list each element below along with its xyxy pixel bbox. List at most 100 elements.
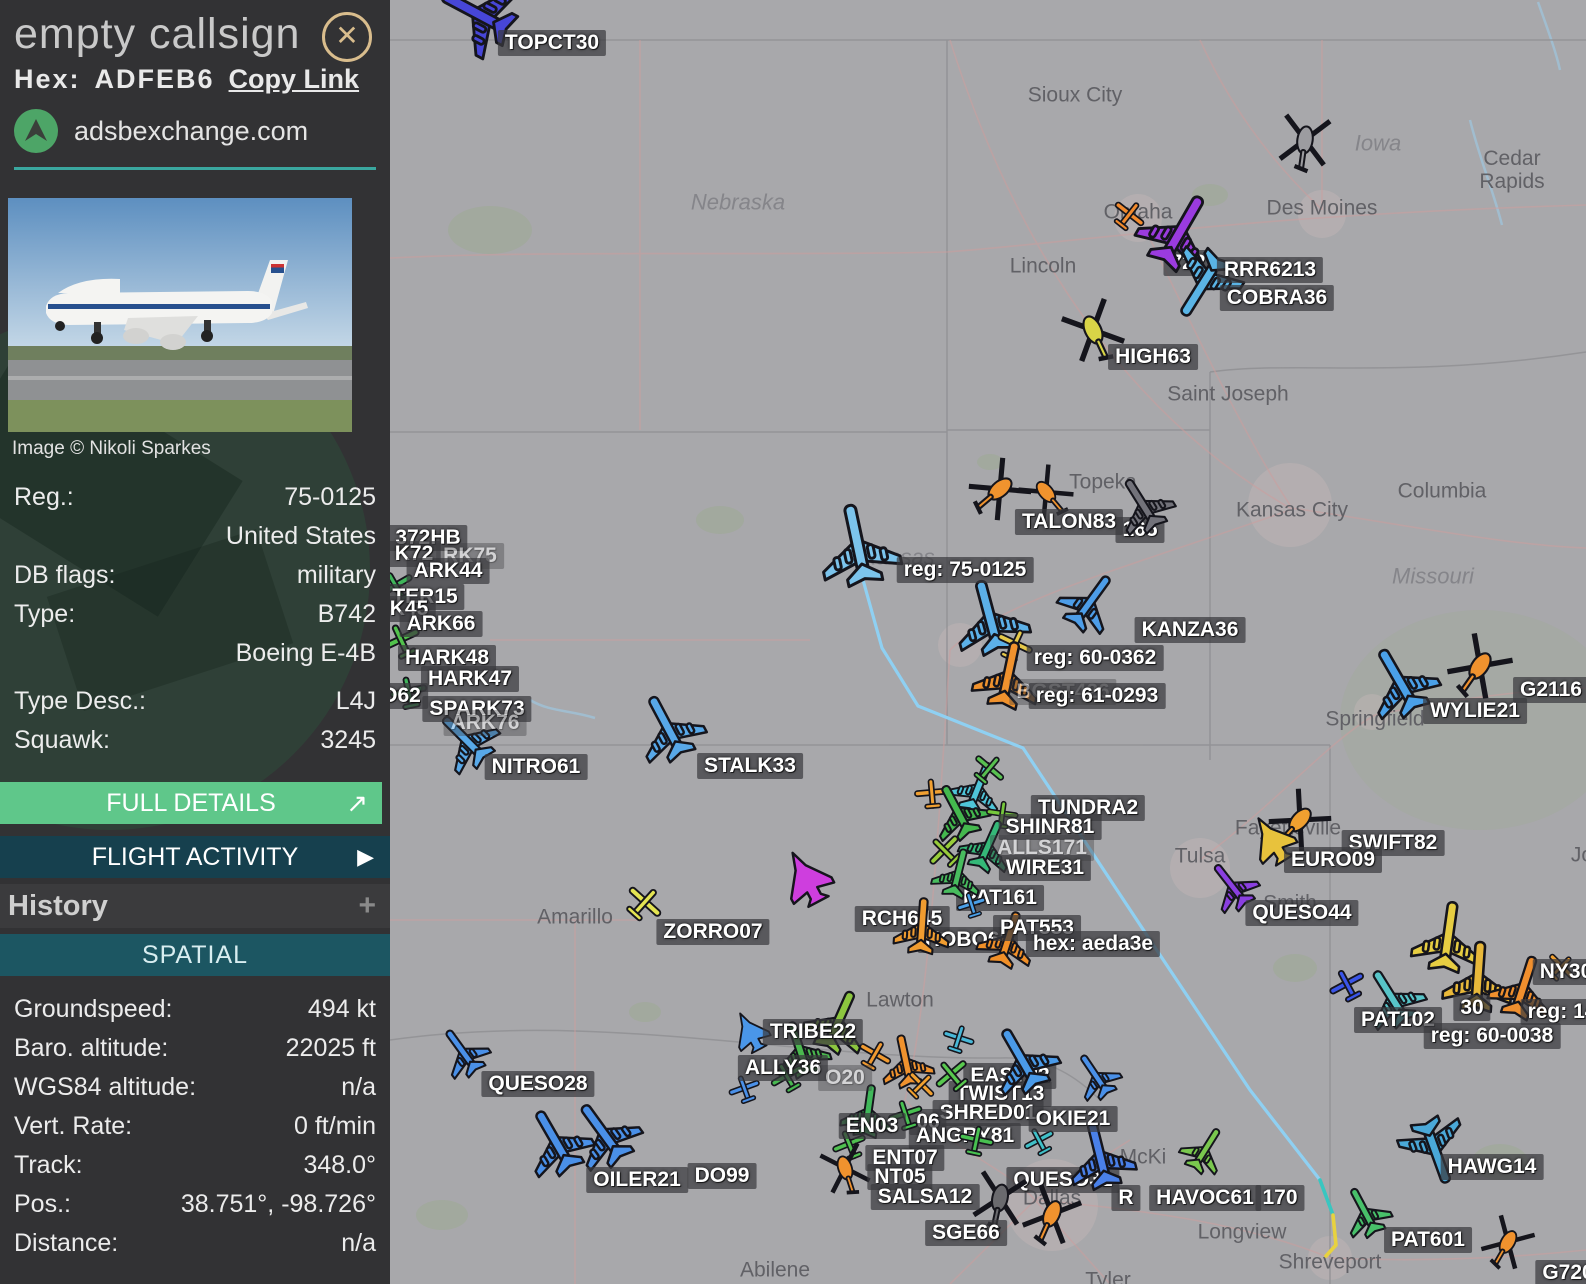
- city-label: Kansas City: [1235, 498, 1349, 522]
- aircraft-label[interactable]: NY30: [1532, 959, 1586, 985]
- field-value: 22025 ft: [285, 1034, 376, 1062]
- city-label: Nebraska: [690, 189, 786, 215]
- field-row: Pos.: 38.751°, -98.726°: [0, 1185, 390, 1224]
- aircraft-label[interactable]: QUESO28: [481, 1071, 595, 1097]
- field-label: Reg.:: [14, 483, 74, 511]
- field-value: 494 kt: [307, 995, 376, 1023]
- aircraft-label[interactable]: OKIE21: [1028, 1106, 1118, 1132]
- aircraft-fields: Reg.: 75-0125 United States DB flags: milita…: [0, 478, 390, 760]
- aircraft-label[interactable]: ARK76: [443, 710, 527, 736]
- city-label: Lincoln: [1009, 254, 1077, 278]
- history-section-header[interactable]: History +: [0, 884, 390, 928]
- full-details-button[interactable]: FULL DETAILS ↗: [0, 782, 382, 824]
- city-label: Topeka: [1069, 470, 1137, 494]
- callsign-title: empty callsign: [14, 10, 301, 58]
- aircraft-label[interactable]: OILER21: [586, 1167, 688, 1193]
- aircraft-label[interactable]: EN03: [838, 1113, 906, 1139]
- aircraft-label[interactable]: QUESO44: [1245, 900, 1359, 926]
- field-label: Distance:: [14, 1229, 119, 1257]
- city-label: Cedar Rapids: [1479, 147, 1545, 193]
- aircraft-label[interactable]: RRR6213: [1216, 257, 1324, 283]
- copy-link[interactable]: Copy Link: [228, 64, 360, 94]
- aircraft-label[interactable]: ARK44: [406, 558, 490, 584]
- aircraft-label[interactable]: SHINR81: [998, 814, 1102, 840]
- city-label: Lawton: [866, 988, 934, 1012]
- field-row: Boeing E-4B: [0, 634, 390, 673]
- aircraft-label[interactable]: O20: [818, 1065, 872, 1091]
- aircraft-label[interactable]: reg: 60-0362: [1026, 645, 1164, 671]
- field-row: Type: B742: [0, 595, 390, 634]
- field-label: Type Desc.:: [14, 687, 146, 715]
- chevron-right-icon: ▶: [357, 844, 374, 869]
- aircraft-label[interactable]: R: [1111, 1185, 1141, 1211]
- aircraft-label[interactable]: SGE66: [925, 1220, 1007, 1246]
- aircraft-label[interactable]: TOPCT30: [497, 30, 607, 56]
- aircraft-label[interactable]: COBRA36: [1219, 285, 1335, 311]
- aircraft-label[interactable]: SPARK73: [422, 696, 532, 722]
- city-label: Amarillo: [537, 905, 613, 929]
- aircraft-label[interactable]: 170: [1255, 1185, 1305, 1211]
- aircraft-label[interactable]: PAT102: [1354, 1007, 1442, 1033]
- aircraft-label[interactable]: KANZA36: [1134, 617, 1246, 643]
- aircraft-label[interactable]: NITRO61: [484, 754, 588, 780]
- city-label: Columbia: [1397, 479, 1487, 503]
- field-value: n/a: [341, 1073, 376, 1101]
- field-value: United States: [225, 522, 376, 550]
- aircraft-label[interactable]: reg: 14: [1520, 999, 1586, 1025]
- field-label: Groundspeed:: [14, 995, 173, 1023]
- external-link-icon: ↗: [346, 788, 368, 818]
- aircraft-layer: [390, 0, 1582, 1284]
- city-label: Jo: [1570, 843, 1586, 867]
- aircraft-label[interactable]: HAWG14: [1440, 1154, 1544, 1180]
- aircraft-label[interactable]: ARK66: [399, 611, 483, 637]
- aircraft-label[interactable]: HIGH63: [1108, 344, 1198, 370]
- aircraft-label[interactable]: HARK47: [420, 666, 520, 692]
- aircraft-label[interactable]: SALSA12: [870, 1184, 980, 1210]
- aircraft-label[interactable]: TRIBE22: [762, 1019, 864, 1045]
- close-icon[interactable]: ✕: [322, 12, 372, 62]
- aircraft-label[interactable]: DO99: [687, 1163, 757, 1189]
- field-row: Vert. Rate: 0 ft/min: [0, 1107, 390, 1146]
- city-label: Abilene: [739, 1258, 811, 1282]
- city-label: Longview: [1197, 1220, 1287, 1244]
- aircraft-label[interactable]: TALON83: [1014, 509, 1124, 535]
- aircraft-label[interactable]: O62: [390, 683, 428, 709]
- field-row: WGS84 altitude: n/a: [0, 1068, 390, 1107]
- aircraft-label[interactable]: ALLY36: [737, 1055, 829, 1081]
- aircraft-label[interactable]: EURO09: [1283, 847, 1383, 873]
- aircraft-label[interactable]: WYLIE21: [1423, 698, 1527, 724]
- field-row: United States: [0, 517, 390, 556]
- field-label: DB flags:: [14, 561, 116, 589]
- aircraft-label[interactable]: SHRED01: [932, 1100, 1044, 1126]
- aircraft-label[interactable]: reg: 60-0038: [1423, 1023, 1561, 1049]
- aircraft-label[interactable]: PAT601: [1384, 1227, 1472, 1253]
- aircraft-label[interactable]: hex: aeda3e: [1025, 931, 1161, 957]
- field-value: 0 ft/min: [294, 1112, 376, 1140]
- spatial-fields: Groundspeed: 494 kt Baro. altitude: 22025 f…: [0, 990, 390, 1263]
- field-value: Boeing E-4B: [235, 639, 376, 667]
- hex-label: Hex:: [14, 64, 81, 94]
- aircraft-label[interactable]: G2116: [1513, 677, 1586, 703]
- aircraft-label[interactable]: reg: 61-0293: [1028, 683, 1166, 709]
- aircraft-label[interactable]: ZORRO07: [656, 919, 770, 945]
- aircraft-label[interactable]: WIRE31: [998, 855, 1092, 881]
- field-label: Type:: [14, 600, 76, 628]
- field-row: Baro. altitude: 22025 ft: [0, 1029, 390, 1068]
- aircraft-label[interactable]: STALK33: [697, 753, 803, 779]
- aircraft-label[interactable]: 30: [1453, 995, 1491, 1021]
- expand-plus-icon[interactable]: +: [358, 889, 376, 922]
- spatial-section-header: SPATIAL: [0, 934, 390, 976]
- aircraft-label[interactable]: G720: [1535, 1260, 1586, 1284]
- city-label: Shreveport: [1278, 1250, 1382, 1274]
- aircraft-label[interactable]: reg: 75-0125: [896, 557, 1034, 583]
- city-label: Tyler: [1085, 1268, 1131, 1284]
- site-link[interactable]: adsbexchange.com: [74, 115, 309, 146]
- aircraft-label[interactable]: HAVOC61: [1149, 1185, 1261, 1211]
- map[interactable]: Sioux City Iowa Cedar Rapids Des Moines Nebr…: [390, 0, 1586, 1284]
- field-value: 348.0°: [303, 1151, 376, 1179]
- image-credit: Image © Nikoli Sparkes: [12, 438, 211, 459]
- field-label: WGS84 altitude:: [14, 1073, 197, 1101]
- flight-activity-button[interactable]: FLIGHT ACTIVITY ▶: [0, 836, 390, 878]
- city-label: Missouri: [1392, 563, 1474, 589]
- aircraft-label[interactable]: SWIFT82: [1341, 830, 1445, 856]
